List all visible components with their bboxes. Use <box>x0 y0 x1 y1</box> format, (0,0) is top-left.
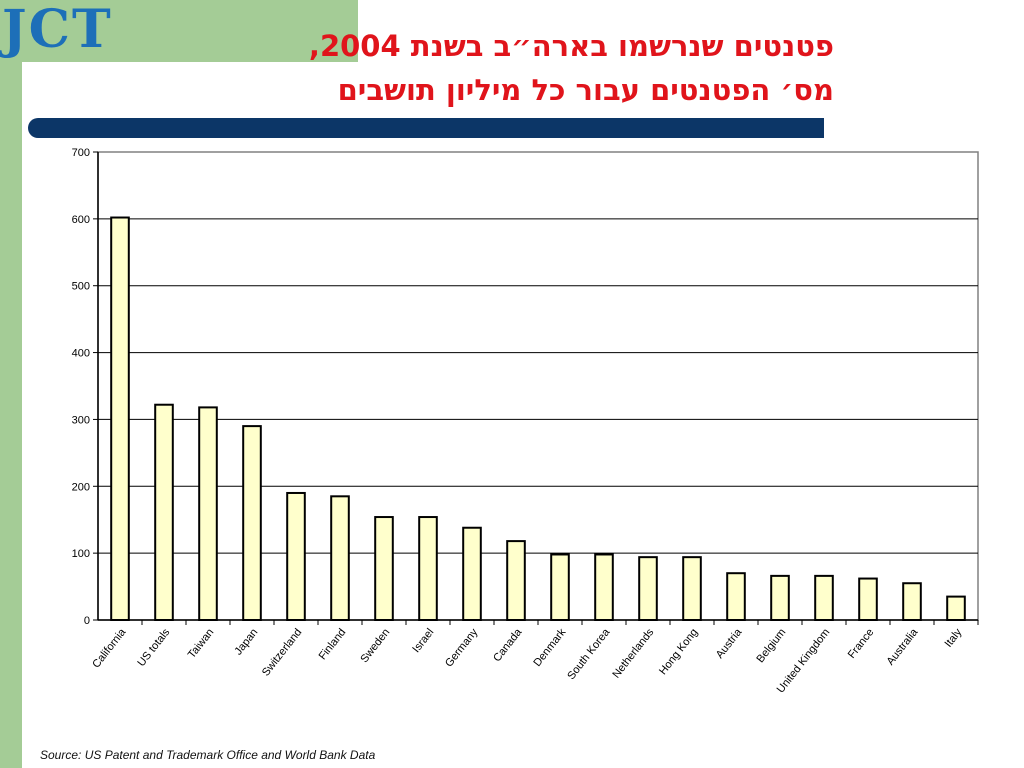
y-tick-label: 400 <box>72 348 90 360</box>
bar-japan <box>242 425 262 621</box>
frame-corner <box>22 62 72 122</box>
y-tick-label: 700 <box>72 147 90 159</box>
source-note: Source: US Patent and Trademark Office a… <box>40 748 376 762</box>
x-tick-label: Canada <box>491 626 525 664</box>
x-tick-label: Japan <box>232 626 260 657</box>
bar-israel <box>418 516 438 622</box>
x-tick-label: Austria <box>714 626 745 661</box>
bar-netherlands <box>638 556 658 622</box>
slide-title: פטנטים שנרשמו בארה״ב בשנת 2004, מס׳ הפטנ… <box>154 24 834 112</box>
y-tick-label: 500 <box>72 281 90 293</box>
x-tick-label: Belgium <box>754 626 788 665</box>
top-green-band <box>0 0 358 62</box>
bar-us-totals <box>154 403 174 621</box>
bar-italy <box>946 595 966 622</box>
x-tick-label: Sweden <box>358 626 392 665</box>
x-tick-label: Denmark <box>531 626 568 669</box>
x-tick-label: Finland <box>317 626 349 662</box>
x-tick-label: Hong Kong <box>657 626 700 677</box>
x-tick-label: Germany <box>443 626 481 669</box>
bar-united-kingdom <box>814 574 834 622</box>
bar-australia <box>902 582 922 622</box>
y-tick-label: 200 <box>72 481 90 493</box>
left-green-band <box>0 0 22 768</box>
x-tick-label: Switzerland <box>260 626 304 678</box>
logo-text: JCT <box>2 0 113 60</box>
y-tick-label: 300 <box>72 414 90 426</box>
bar-belgium <box>770 574 790 622</box>
y-tick-label: 0 <box>84 615 90 627</box>
bar-hong-kong <box>682 556 702 622</box>
x-tick-label: Australia <box>885 626 921 668</box>
y-tick-label: 100 <box>72 548 90 560</box>
bar-south-korea <box>594 553 614 622</box>
x-tick-label: US totals <box>135 626 172 669</box>
x-tick-label: California <box>90 626 129 671</box>
x-tick-label: Israel <box>410 626 436 655</box>
patents-chart: 0 100 200 300 400 500 600 700 California US total… <box>28 138 988 728</box>
title-underline-bar <box>28 118 824 138</box>
bar-sweden <box>374 516 394 622</box>
chart-svg: 0 100 200 300 400 500 600 700 California US total… <box>72 147 979 696</box>
y-tick-label: 600 <box>72 214 90 226</box>
title-line-1: פטנטים שנרשמו בארה״ב בשנת 2004, <box>308 29 834 63</box>
x-tick-label: Netherlands <box>610 626 656 681</box>
x-tick-label: Italy <box>942 626 964 650</box>
title-line-2: מס׳ הפטנטים עבור כל מיליון תושבים <box>337 73 834 107</box>
jct-logo: JCT <box>2 0 152 60</box>
bar-taiwan <box>198 406 218 621</box>
bar-switzerland <box>286 491 306 622</box>
x-tick-label: Taiwan <box>186 626 217 660</box>
bar-finland <box>330 495 350 622</box>
x-tick-label: France <box>846 626 877 660</box>
plot-frame <box>97 151 979 621</box>
bar-germany <box>462 526 482 622</box>
bar-denmark <box>550 553 570 622</box>
bar-canada <box>506 540 526 622</box>
x-tick-label: South Korea <box>565 626 613 682</box>
bar-california <box>110 216 130 622</box>
bar-france <box>858 577 878 622</box>
bar-austria <box>726 572 746 622</box>
